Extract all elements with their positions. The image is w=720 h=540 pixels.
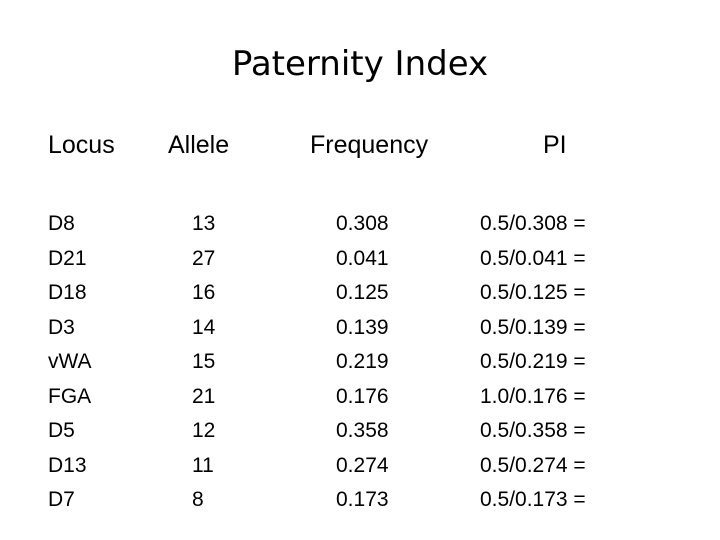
cell-locus: FGA bbox=[48, 384, 92, 408]
cell-locus: D21 bbox=[48, 246, 87, 270]
cell-locus: D7 bbox=[48, 488, 75, 511]
cell-allele: 27 bbox=[192, 246, 216, 270]
cell-frequency: 0.176 bbox=[336, 384, 389, 408]
cell-frequency: 0.274 bbox=[336, 453, 389, 477]
cell-frequency: 0.308 bbox=[336, 212, 389, 235]
cell-allele: 12 bbox=[192, 419, 216, 442]
cell-pi: 0.5/0.308 = bbox=[480, 212, 586, 235]
header-frequency: Frequency bbox=[310, 131, 429, 159]
cell-pi: 0.5/0.274 = bbox=[480, 453, 586, 477]
cell-frequency: 0.139 bbox=[336, 315, 389, 339]
cell-locus: D5 bbox=[48, 419, 75, 442]
cell-frequency: 0.219 bbox=[336, 350, 389, 373]
cell-allele: 14 bbox=[192, 315, 216, 339]
cell-locus: D8 bbox=[48, 212, 75, 235]
cell-pi: 1.0/0.176 = bbox=[480, 384, 586, 408]
cell-locus: D18 bbox=[48, 281, 87, 304]
cell-pi: 0.5/0.125 = bbox=[480, 281, 586, 304]
cell-allele: 8 bbox=[192, 488, 204, 511]
header-locus: Locus bbox=[48, 131, 115, 159]
cell-pi: 0.5/0.173 = bbox=[480, 488, 586, 511]
cell-allele: 15 bbox=[192, 350, 216, 373]
cell-allele: 21 bbox=[192, 384, 216, 408]
cell-locus: D13 bbox=[48, 453, 87, 477]
cell-allele: 11 bbox=[192, 453, 214, 477]
cell-frequency: 0.358 bbox=[336, 419, 389, 442]
cell-allele: 13 bbox=[192, 212, 216, 235]
cell-pi: 0.5/0.139 = bbox=[480, 315, 586, 339]
cell-frequency: 0.125 bbox=[336, 281, 389, 304]
cell-frequency: 0.173 bbox=[336, 488, 389, 511]
page-title: Paternity Index bbox=[231, 44, 489, 84]
header-allele: Allele bbox=[168, 131, 230, 159]
cell-pi: 0.5/0.219 = bbox=[480, 350, 586, 373]
cell-locus: D3 bbox=[48, 315, 75, 339]
cell-locus: vWA bbox=[48, 350, 92, 373]
cell-pi: 0.5/0.041 = bbox=[480, 246, 586, 270]
cell-allele: 16 bbox=[192, 281, 216, 304]
cell-frequency: 0.041 bbox=[336, 246, 389, 270]
header-pi: PI bbox=[543, 131, 567, 159]
cell-pi: 0.5/0.358 = bbox=[480, 419, 586, 442]
